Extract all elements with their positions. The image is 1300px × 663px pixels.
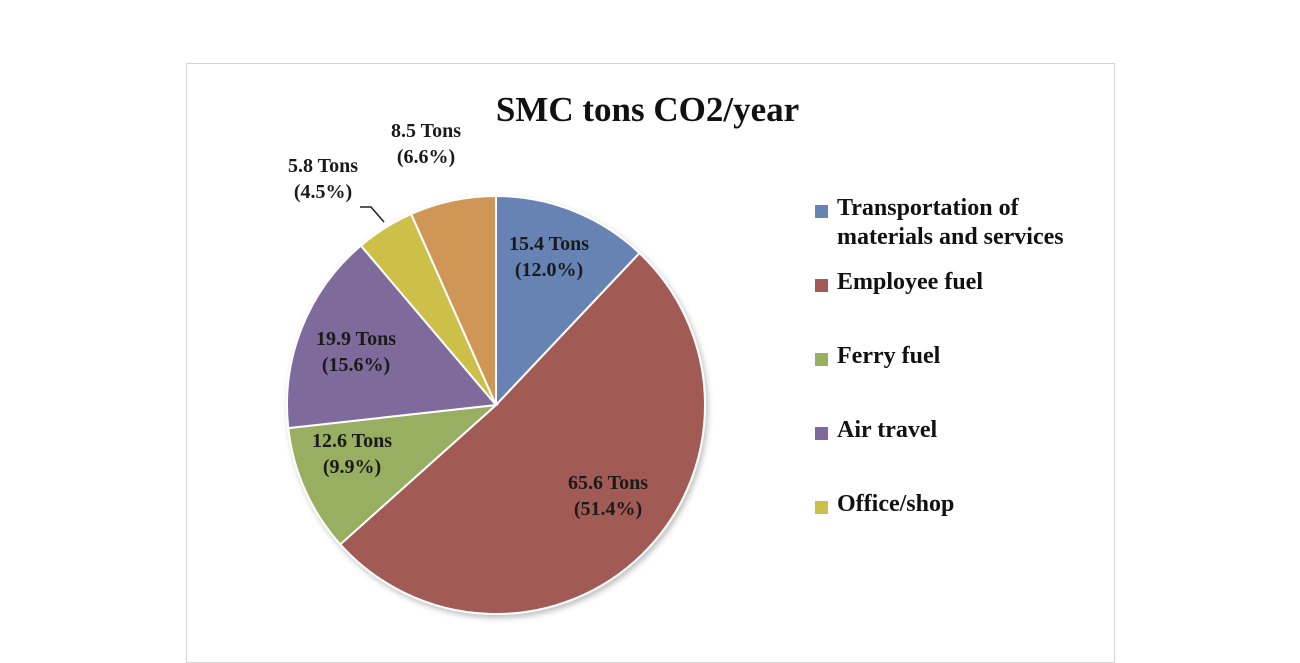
chart-title: SMC tons CO2/year	[495, 90, 800, 129]
slice-data-label: (4.5%)	[294, 181, 352, 203]
legend-swatch	[815, 501, 828, 514]
label-leader-line	[360, 206, 385, 223]
pie-slice-air-travel	[286, 244, 498, 430]
slice-data-label: 8.5 Tons	[391, 120, 461, 142]
slice-data-label: 12.6 Tons	[312, 430, 392, 452]
legend-label: Air travel	[837, 417, 938, 443]
pie-slice-unlabeled	[409, 194, 497, 406]
slice-data-label: (15.6%)	[322, 354, 390, 376]
legend-swatch	[815, 427, 828, 440]
slice-data-label: 65.6 Tons	[568, 472, 648, 494]
slice-data-label: (6.6%)	[397, 146, 455, 168]
legend-swatch	[815, 205, 828, 218]
slice-data-label: 5.8 Tons	[288, 155, 358, 177]
pie-slice-ferry-fuel	[287, 403, 499, 546]
pie-slice-transportation-of-materials-and-services	[495, 194, 641, 408]
pie-slice-employee-fuel	[338, 251, 707, 615]
slice-data-label: 19.9 Tons	[316, 328, 396, 350]
legend-label: Transportation of materials and services	[837, 195, 1064, 250]
legend-label: Employee fuel	[837, 269, 983, 295]
legend-swatch	[815, 353, 828, 366]
legend-swatch	[815, 279, 828, 292]
slice-data-label: (9.9%)	[323, 456, 381, 478]
slice-data-label: 15.4 Tons	[509, 233, 589, 255]
slice-data-label: (12.0%)	[515, 259, 583, 281]
slice-data-label: (51.4%)	[574, 498, 642, 520]
legend-label: Office/shop	[837, 491, 955, 517]
legend-label: Ferry fuel	[837, 343, 941, 369]
